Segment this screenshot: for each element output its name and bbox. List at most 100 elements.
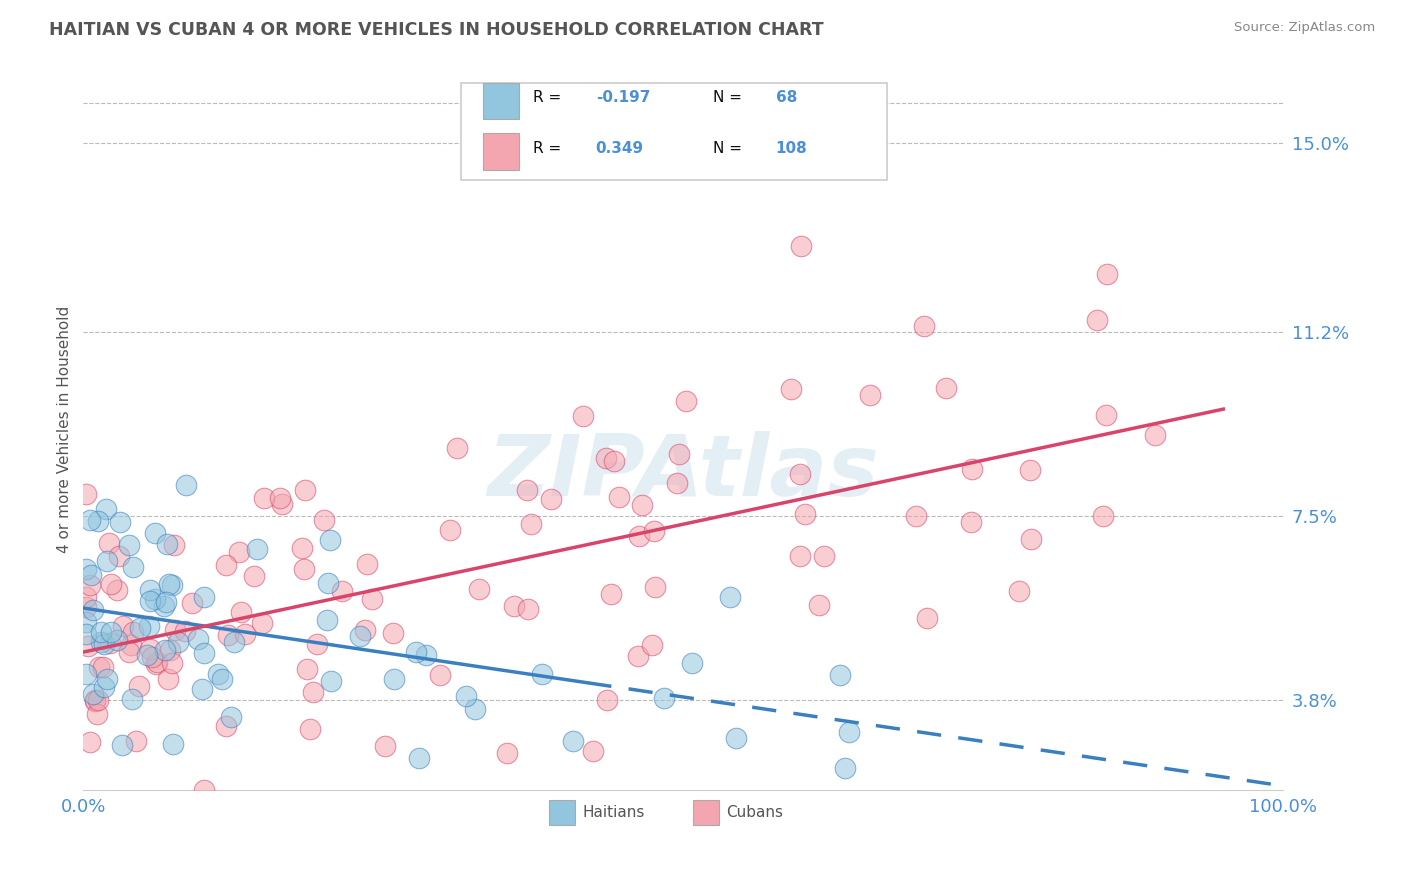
Point (415, 648, 437, 663)
Point (960, 515, 983, 529)
Point (228, 545, 250, 559)
Point (644, 580, 666, 594)
Point (138, 619, 160, 633)
Point (83, 692, 105, 706)
Point (96, 502, 118, 516)
Point (405, 645, 427, 659)
Point (789, 467, 811, 482)
Bar (693, 800, 720, 825)
Point (128, 679, 150, 693)
Point (82, 687, 104, 701)
Point (807, 599, 830, 613)
Point (152, 599, 174, 613)
Point (813, 549, 835, 563)
Point (98, 636, 121, 650)
Point (519, 517, 541, 532)
Point (531, 666, 554, 681)
Point (496, 746, 519, 760)
Point (627, 648, 650, 663)
Point (271, 498, 294, 512)
Point (159, 643, 181, 657)
Point (91, 660, 114, 674)
Point (165, 623, 187, 637)
Point (219, 710, 242, 724)
Point (291, 541, 314, 555)
Point (935, 381, 957, 395)
Point (834, 761, 856, 775)
Point (80, 567, 103, 582)
Point (138, 641, 160, 656)
Point (156, 537, 179, 551)
Point (1095, 409, 1118, 423)
Point (665, 476, 688, 491)
Point (381, 625, 404, 640)
Point (502, 599, 524, 614)
Point (316, 575, 339, 590)
Point (100, 576, 122, 591)
Point (75, 561, 97, 575)
Point (153, 642, 176, 657)
Point (118, 538, 141, 552)
Point (157, 673, 180, 687)
Point (330, 584, 353, 599)
Point (160, 578, 183, 592)
Point (643, 524, 665, 539)
Point (193, 646, 215, 660)
Point (120, 638, 142, 652)
Point (562, 734, 585, 748)
Point (246, 541, 269, 556)
Point (146, 655, 169, 669)
Point (631, 498, 654, 512)
Point (75, 666, 97, 681)
Text: 68: 68 (776, 90, 797, 105)
Point (1092, 509, 1115, 524)
Bar (482, 134, 519, 169)
Text: 0.349: 0.349 (596, 141, 644, 156)
Text: R =: R = (533, 141, 561, 156)
Point (429, 668, 451, 682)
Point (75, 487, 97, 501)
Point (90, 635, 112, 649)
Point (90, 625, 112, 640)
Point (128, 621, 150, 635)
Point (628, 529, 651, 543)
Point (356, 557, 378, 571)
Point (166, 635, 188, 649)
Point (143, 592, 166, 607)
Point (789, 549, 811, 563)
Point (139, 594, 162, 608)
Point (305, 637, 328, 651)
Point (107, 633, 129, 648)
Text: R =: R = (533, 90, 561, 105)
Point (87, 693, 110, 707)
Point (668, 447, 690, 461)
Point (187, 632, 209, 646)
Point (464, 702, 486, 716)
Point (112, 619, 135, 633)
Point (96, 672, 118, 686)
Point (607, 490, 630, 504)
Point (82, 603, 104, 617)
Point (269, 491, 291, 506)
Point (516, 483, 538, 498)
Point (314, 513, 336, 527)
Point (135, 648, 157, 663)
Point (354, 624, 377, 638)
Point (1144, 427, 1167, 442)
Point (1008, 583, 1031, 598)
Point (100, 625, 122, 640)
Point (468, 582, 491, 596)
Point (572, 409, 595, 424)
Point (408, 751, 430, 765)
Point (316, 613, 339, 627)
Point (75, 615, 97, 630)
Point (217, 628, 239, 642)
Point (1085, 313, 1108, 327)
Point (180, 596, 202, 610)
Point (145, 526, 167, 541)
Y-axis label: 4 or more Vehicles in Household: 4 or more Vehicles in Household (58, 306, 72, 553)
Text: N =: N = (713, 90, 742, 105)
Point (176, 477, 198, 491)
Point (79, 512, 101, 526)
Point (141, 649, 163, 664)
